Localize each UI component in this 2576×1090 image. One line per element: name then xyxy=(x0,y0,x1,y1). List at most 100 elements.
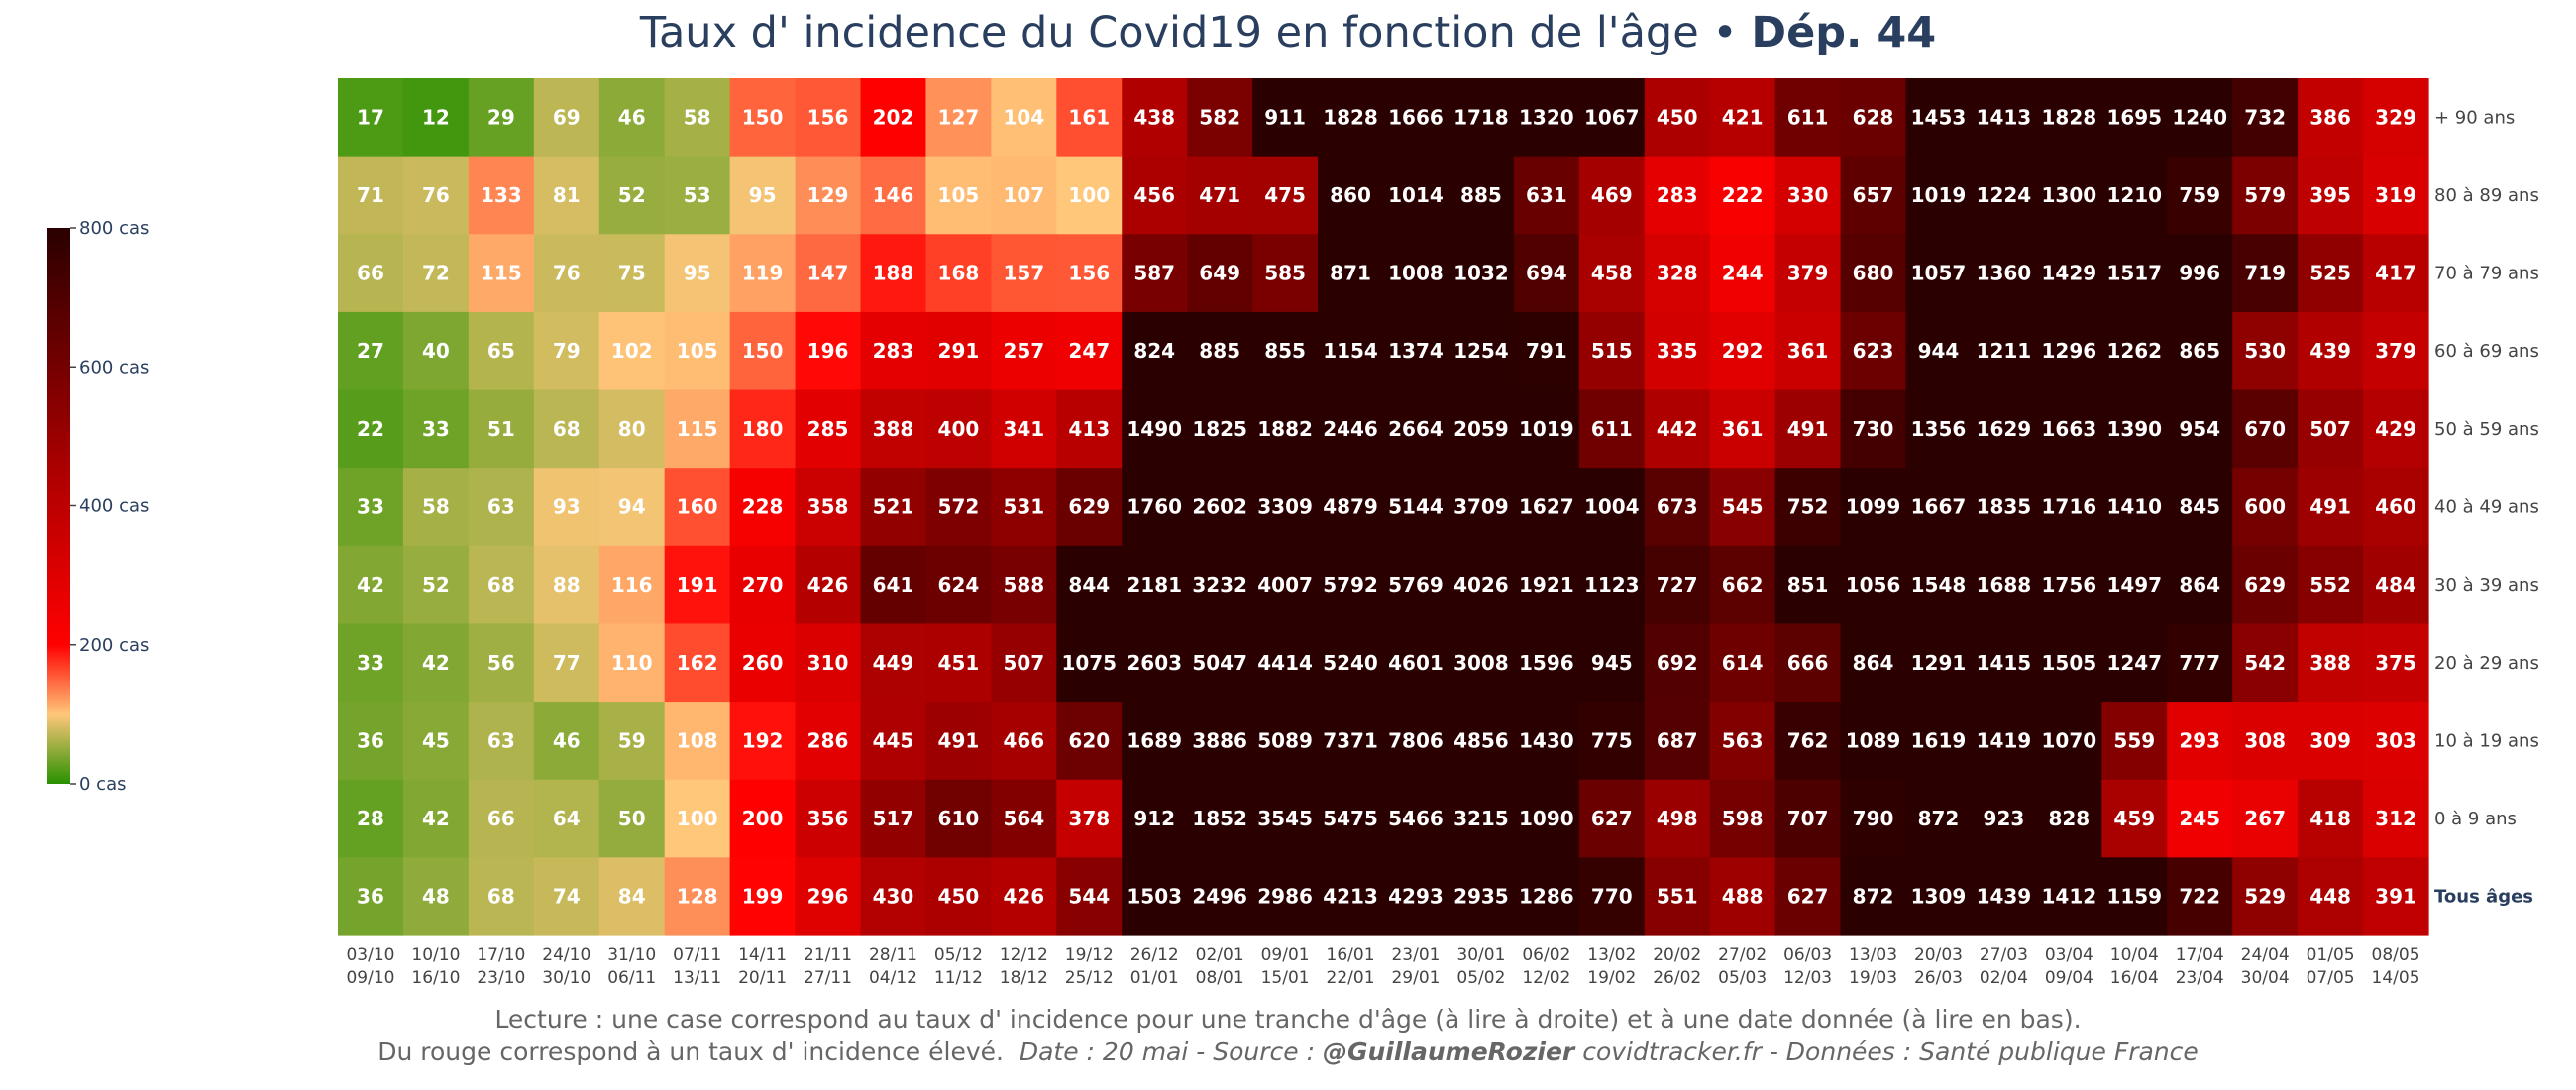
cell-value-label: 53 xyxy=(684,183,711,207)
cell-value-label: 572 xyxy=(938,495,980,519)
cell-value-label: 1056 xyxy=(1846,573,1901,597)
column-label-end: 16/04 xyxy=(2110,968,2159,988)
cell-value-label: 996 xyxy=(2179,262,2220,285)
row-label: 80 à 89 ans xyxy=(2434,185,2539,206)
heatmap-cell xyxy=(860,78,927,158)
cell-value-label: 627 xyxy=(1787,885,1829,909)
cell-value-label: 631 xyxy=(1526,183,1567,207)
heatmap-cell xyxy=(1383,78,1449,158)
cell-value-label: 1089 xyxy=(1846,728,1901,752)
heatmap-cell xyxy=(1122,545,1188,625)
cell-value-label: 687 xyxy=(1657,728,1698,752)
cell-value-label: 33 xyxy=(357,495,384,519)
cell-value-label: 629 xyxy=(1068,495,1110,519)
heatmap-cell xyxy=(402,545,470,625)
cell-value-label: 1057 xyxy=(1911,262,1967,285)
cell-value-label: 448 xyxy=(2309,885,2351,909)
cell-value-label: 285 xyxy=(807,417,849,441)
cell-value-label: 303 xyxy=(2375,728,2416,752)
heatmap-cell xyxy=(2036,78,2102,158)
heatmap-cell xyxy=(795,779,862,858)
heatmap-cell xyxy=(1383,623,1449,703)
heatmap-cell xyxy=(1774,389,1842,469)
cell-value-label: 51 xyxy=(487,417,515,441)
column-label-end: 14/05 xyxy=(2372,968,2420,988)
heatmap-cell xyxy=(1122,311,1188,391)
heatmap-cell xyxy=(1774,156,1842,235)
cell-value-label: 257 xyxy=(1003,339,1044,363)
heatmap-cell xyxy=(468,545,535,625)
cell-value-label: 449 xyxy=(873,651,914,675)
cell-value-label: 885 xyxy=(1199,339,1240,363)
column-label-start: 12/12 xyxy=(1000,945,1048,965)
heatmap-cell xyxy=(1122,389,1188,469)
heatmap-cell xyxy=(1187,545,1253,625)
cell-value-label: 5144 xyxy=(1388,495,1444,519)
heatmap-cell xyxy=(925,311,992,391)
cell-value-label: 1689 xyxy=(1127,728,1182,752)
heatmap-cell xyxy=(2298,545,2364,625)
cell-value-label: 7371 xyxy=(1323,728,1378,752)
cell-value-label: 58 xyxy=(422,495,450,519)
cell-value-label: 439 xyxy=(2309,339,2351,363)
heatmap-cell xyxy=(468,702,535,781)
heatmap-cell xyxy=(1252,234,1319,313)
heatmap-cell xyxy=(2298,78,2364,158)
cell-value-label: 620 xyxy=(1068,728,1110,752)
cell-value-label: 286 xyxy=(807,728,849,752)
cell-value-label: 5475 xyxy=(1323,807,1378,830)
heatmap-cell xyxy=(1774,857,1842,936)
heatmap-cell xyxy=(2363,779,2429,858)
heatmap-cell xyxy=(2036,156,2102,235)
column-label-start: 19/12 xyxy=(1065,945,1114,965)
heatmap-cell xyxy=(1578,311,1646,391)
heatmap-cell xyxy=(1840,78,1907,158)
cell-value-label: 1663 xyxy=(2042,417,2097,441)
heatmap-cell xyxy=(1578,779,1646,858)
heatmap-cell xyxy=(1905,234,1973,313)
heatmap-cell xyxy=(664,779,731,858)
heatmap-cell xyxy=(1644,234,1711,313)
cell-value-label: 460 xyxy=(2375,495,2416,519)
heatmap-cell xyxy=(1513,156,1580,235)
row-label: 30 à 39 ans xyxy=(2434,575,2539,596)
heatmap-cell xyxy=(1709,389,1776,469)
heatmap-cell xyxy=(598,545,666,625)
heatmap-cell xyxy=(402,311,470,391)
heatmap-cell xyxy=(991,545,1057,625)
heatmap-cell xyxy=(1774,468,1842,547)
row-label: + 90 ans xyxy=(2434,107,2515,128)
cell-value-label: 1019 xyxy=(1911,183,1967,207)
heatmap-cell xyxy=(795,623,862,703)
heatmap-cell xyxy=(1318,78,1384,158)
column-label-end: 19/03 xyxy=(1849,968,1897,988)
heatmap-cell xyxy=(468,156,535,235)
heatmap-cell xyxy=(2232,779,2299,858)
column-label-start: 02/01 xyxy=(1196,945,1244,965)
cell-value-label: 1695 xyxy=(2106,105,2162,129)
column-label-start: 03/04 xyxy=(2045,945,2093,965)
column-label-start: 08/05 xyxy=(2372,945,2420,965)
heatmap-cell xyxy=(1971,702,2037,781)
heatmap-cell xyxy=(402,702,470,781)
cell-value-label: 855 xyxy=(1264,339,1306,363)
cell-value-label: 200 xyxy=(742,807,784,830)
heatmap-cell xyxy=(1840,545,1907,625)
column-label-end: 11/12 xyxy=(934,968,983,988)
heatmap-cell xyxy=(991,78,1057,158)
cell-value-label: 77 xyxy=(553,651,581,675)
cell-value-label: 196 xyxy=(807,339,849,363)
heatmap-cell xyxy=(2232,857,2299,936)
heatmap-cell xyxy=(1383,702,1449,781)
cell-value-label: 459 xyxy=(2113,807,2155,830)
cell-value-label: 564 xyxy=(1003,807,1044,830)
column-label-end: 12/02 xyxy=(1522,968,1570,988)
heatmap-cell xyxy=(1318,389,1384,469)
column-label-end: 08/01 xyxy=(1196,968,1244,988)
cell-value-label: 442 xyxy=(1657,417,1698,441)
heatmap-cell xyxy=(598,779,666,858)
cell-value-label: 2603 xyxy=(1127,651,1182,675)
cell-value-label: 851 xyxy=(1787,573,1829,597)
heatmap-cell xyxy=(598,468,666,547)
heatmap-cell xyxy=(2232,389,2299,469)
